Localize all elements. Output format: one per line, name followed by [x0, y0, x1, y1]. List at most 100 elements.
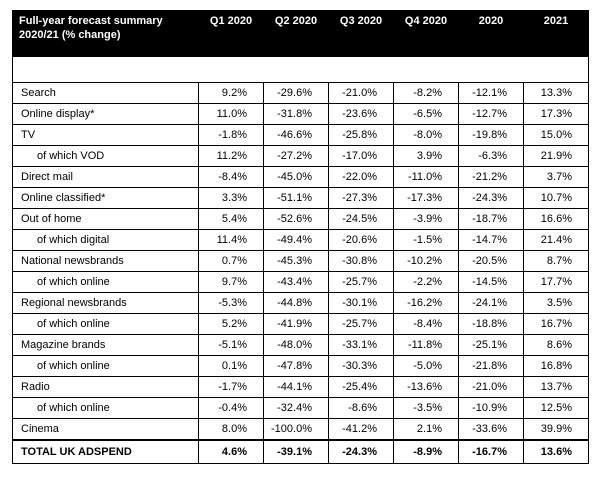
- row-label: of which VOD: [12, 145, 199, 167]
- value-cell: -8.9%: [393, 439, 459, 464]
- value-cell: -39.1%: [263, 439, 329, 464]
- row-label: Out of home: [12, 208, 199, 230]
- value-cell: -5.1%: [198, 334, 264, 356]
- value-cell: -21.0%: [328, 82, 394, 104]
- value-cell: -18.8%: [458, 313, 524, 335]
- value-cell: -17.3%: [393, 187, 459, 209]
- value-cell: -25.7%: [328, 271, 394, 293]
- table-row: TV -1.8% -46.6% -25.8% -8.0% -19.8% 15.0%: [12, 124, 589, 146]
- row-label: of which digital: [12, 229, 199, 251]
- value-cell: -8.2%: [393, 82, 459, 104]
- column-header-q3-2020: Q3 2020: [328, 10, 394, 57]
- column-header-2021: 2021: [523, 10, 589, 57]
- value-cell: 10.7%: [523, 187, 589, 209]
- value-cell: -10.9%: [458, 397, 524, 419]
- column-header-q1-2020: Q1 2020: [198, 10, 264, 57]
- value-cell: -43.4%: [263, 271, 329, 293]
- value-cell: -21.2%: [458, 166, 524, 188]
- row-label: Magazine brands: [12, 334, 199, 356]
- value-cell: 15.0%: [523, 124, 589, 146]
- table-row: Regional newsbrands -5.3% -44.8% -30.1% -16.…: [12, 292, 589, 314]
- value-cell: -1.8%: [198, 124, 264, 146]
- row-label: of which online: [12, 271, 199, 293]
- value-cell: -23.6%: [328, 103, 394, 125]
- row-label: Direct mail: [12, 166, 199, 188]
- value-cell: -24.3%: [458, 187, 524, 209]
- row-label: Search: [12, 82, 199, 104]
- value-cell: -8.4%: [198, 166, 264, 188]
- value-cell: -5.0%: [393, 355, 459, 377]
- row-label: Regional newsbrands: [12, 292, 199, 314]
- value-cell: 39.9%: [523, 418, 589, 441]
- value-cell: -8.4%: [393, 313, 459, 335]
- value-cell: 11.4%: [198, 229, 264, 251]
- row-label: Radio: [12, 376, 199, 398]
- value-cell: 17.3%: [523, 103, 589, 125]
- value-cell: -0.4%: [198, 397, 264, 419]
- value-cell: -6.5%: [393, 103, 459, 125]
- value-cell: -100.0%: [263, 418, 329, 441]
- value-cell: -27.3%: [328, 187, 394, 209]
- value-cell: -20.5%: [458, 250, 524, 272]
- value-cell: -27.2%: [263, 145, 329, 167]
- value-cell: 11.0%: [198, 103, 264, 125]
- column-header-q4-2020: Q4 2020: [393, 10, 459, 57]
- forecast-summary-panel: Full-year forecast summary 2020/21 (% ch…: [12, 10, 589, 464]
- table-row: Magazine brands -5.1% -48.0% -33.1% -11.8% -2…: [12, 334, 589, 356]
- value-cell: 3.9%: [393, 145, 459, 167]
- value-cell: 21.9%: [523, 145, 589, 167]
- table-row: of which online 9.7% -43.4% -25.7% -2.2% -14.…: [12, 271, 589, 293]
- value-cell: -25.4%: [328, 376, 394, 398]
- value-cell: -24.1%: [458, 292, 524, 314]
- value-cell: -16.2%: [393, 292, 459, 314]
- value-cell: -17.0%: [328, 145, 394, 167]
- value-cell: 8.0%: [198, 418, 264, 441]
- table-row: Out of home 5.4% -52.6% -24.5% -3.9% -18.7% 16…: [12, 208, 589, 230]
- value-cell: -41.9%: [263, 313, 329, 335]
- value-cell: -5.3%: [198, 292, 264, 314]
- value-cell: -32.4%: [263, 397, 329, 419]
- value-cell: -8.0%: [393, 124, 459, 146]
- value-cell: -33.1%: [328, 334, 394, 356]
- value-cell: -6.3%: [458, 145, 524, 167]
- value-cell: -45.0%: [263, 166, 329, 188]
- table-row: of which online 0.1% -47.8% -30.3% -5.0% -21.…: [12, 355, 589, 377]
- value-cell: -21.0%: [458, 376, 524, 398]
- table-row: Online classified* 3.3% -51.1% -27.3% -17.3%…: [12, 187, 589, 209]
- value-cell: -14.5%: [458, 271, 524, 293]
- value-cell: -16.7%: [458, 439, 524, 464]
- row-label: Online classified*: [12, 187, 199, 209]
- value-cell: 3.3%: [198, 187, 264, 209]
- value-cell: 21.4%: [523, 229, 589, 251]
- value-cell: -31.8%: [263, 103, 329, 125]
- value-cell: -48.0%: [263, 334, 329, 356]
- value-cell: -29.6%: [263, 82, 329, 104]
- table-title: Full-year forecast summary 2020/21 (% ch…: [12, 10, 199, 57]
- column-header-2020: 2020: [458, 10, 524, 57]
- value-cell: 9.2%: [198, 82, 264, 104]
- value-cell: -49.4%: [263, 229, 329, 251]
- value-cell: 0.7%: [198, 250, 264, 272]
- header-row: Full-year forecast summary 2020/21 (% ch…: [12, 10, 589, 57]
- table-row: National newsbrands 0.7% -45.3% -30.8% -10.2…: [12, 250, 589, 272]
- value-cell: -10.2%: [393, 250, 459, 272]
- table-row: of which online 5.2% -41.9% -25.7% -8.4% -18.…: [12, 313, 589, 335]
- table-row: Online display* 11.0% -31.8% -23.6% -6.5% -12…: [12, 103, 589, 125]
- table-row: Direct mail -8.4% -45.0% -22.0% -11.0% -21.2%…: [12, 166, 589, 188]
- value-cell: -51.1%: [263, 187, 329, 209]
- value-cell: -11.0%: [393, 166, 459, 188]
- value-cell: -3.9%: [393, 208, 459, 230]
- value-cell: -46.6%: [263, 124, 329, 146]
- value-cell: -19.8%: [458, 124, 524, 146]
- value-cell: -22.0%: [328, 166, 394, 188]
- table-row: Search 9.2% -29.6% -21.0% -8.2% -12.1% 13.3%: [12, 82, 589, 104]
- value-cell: 8.6%: [523, 334, 589, 356]
- table-row: of which digital 11.4% -49.4% -20.6% -1.5% -1…: [12, 229, 589, 251]
- value-cell: 13.3%: [523, 82, 589, 104]
- value-cell: 16.8%: [523, 355, 589, 377]
- value-cell: -8.6%: [328, 397, 394, 419]
- table-row: of which online -0.4% -32.4% -8.6% -3.5% -10.…: [12, 397, 589, 419]
- value-cell: 3.7%: [523, 166, 589, 188]
- forecast-table: Full-year forecast summary 2020/21 (% ch…: [12, 10, 589, 464]
- value-cell: 12.5%: [523, 397, 589, 419]
